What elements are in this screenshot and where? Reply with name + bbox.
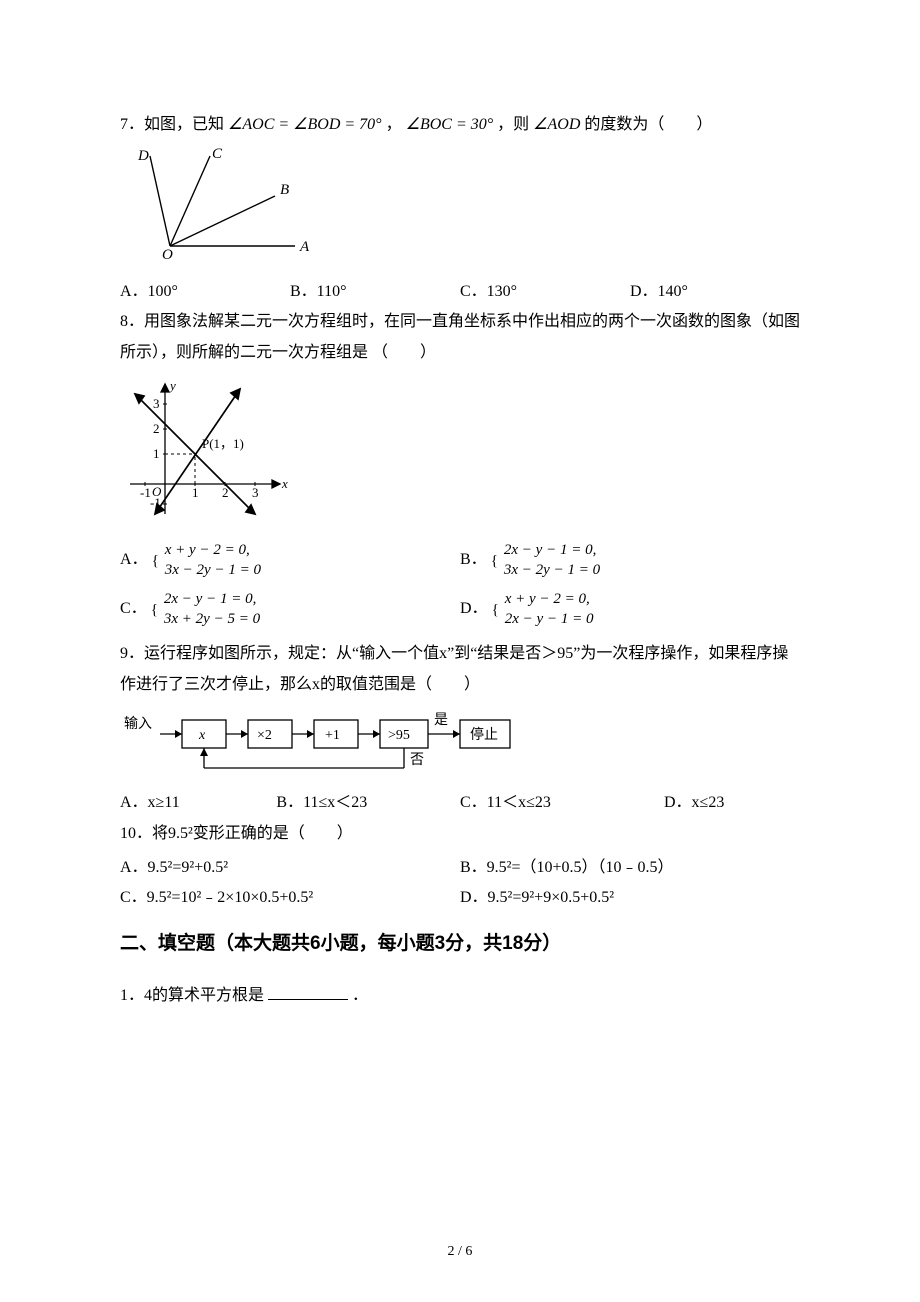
q9-stop: 停止 [470,726,498,743]
q9-opt-a: A．x≥11 [120,788,276,818]
q9-figure: 输入 x ×2 +1 [120,706,800,784]
q8-figure: -1 1 2 3 -1 1 2 3 x y O P(1，1) [120,374,800,535]
q9-yes: 是 [434,713,448,728]
q8-options-row1: A． { x + y − 2 = 0, 3x − 2y − 1 = 0 B． {… [120,541,800,580]
q8-opt-d-e1: x + y − 2 = 0, [505,591,590,607]
q8-opt-a: A． { x + y − 2 = 0, 3x − 2y − 1 = 0 [120,541,460,580]
q8-xtick-3: 3 [252,485,259,500]
q7-origin-label: O [162,247,173,261]
q8-opt-b-e2: 3x − 2y − 1 = 0 [504,562,600,578]
q7-ray-d-label: D [137,148,149,164]
q7-figure: A B C D O [120,146,800,272]
q8-ytick-2: 2 [153,421,160,436]
section2-title: 二、填空题（本大题共6小题，每小题3分，共18分） [120,926,800,962]
q7-ask: ∠AOD [533,116,580,133]
q10-opt-c: C．9.5²=10²﹣2×10×0.5+0.5² [120,883,460,913]
q8-opt-b: B． { 2x − y − 1 = 0, 3x − 2y − 1 = 0 [460,541,800,580]
q7-opt-b: B．110° [290,277,460,307]
q7-eq1: ∠AOC = ∠BOD = 70° [228,116,382,133]
q9-opt-d: D．x≤23 [664,788,800,818]
q7-opt-a: A．100° [120,277,290,307]
q8-opt-a-label: A． [120,552,148,569]
q9-b2: ×2 [257,728,272,743]
q8-point-label: P(1，1) [202,436,244,451]
section2-q1-text: 1．4的算术平方根是 [120,987,264,1004]
q10-stem: 10．将9.5²变形正确的是（ ） [120,819,800,849]
q7-tail2: 的度数为（ ） [584,116,712,133]
q8-opt-d-e2: 2x − y − 1 = 0 [505,611,594,627]
section2-q1-end: ． [352,987,368,1004]
q8-opt-c: C． { 2x − y − 1 = 0, 3x + 2y − 5 = 0 [120,590,460,629]
q8-ytick-3: 3 [153,396,160,411]
q9-input-label: 输入 [124,716,152,732]
q7-ray-a-label: A [299,239,310,255]
q10-opt-d: D．9.5²=9²+9×0.5+0.5² [460,883,800,913]
q7-stem: 7．如图，已知 ∠AOC = ∠BOD = 70° ， ∠BOC = 30° ，… [120,110,800,140]
q8-opt-b-e1: 2x − y − 1 = 0, [504,542,596,558]
q9-b1: x [198,728,206,743]
q8-opt-b-label: B． [460,552,487,569]
q8-opt-a-e1: x + y − 2 = 0, [165,542,250,558]
q7-options: A．100° B．110° C．130° D．140° [120,277,800,307]
q8-opt-c-e2: 3x + 2y − 5 = 0 [164,611,260,627]
q8-stem: 8．用图象法解某二元一次方程组时，在同一直角坐标系中作出相应的两个一次函数的图象… [120,307,800,368]
q8-axis-y: y [168,378,176,393]
q8-opt-c-label: C． [120,601,147,618]
q10-options-row2: C．9.5²=10²﹣2×10×0.5+0.5² D．9.5²=9²+9×0.5… [120,883,800,913]
q10-opt-a: A．9.5²=9²+0.5² [120,853,460,883]
q9-opt-b: B．11≤x＜23 [276,788,460,818]
q9-opt-c: C．11＜x≤23 [460,788,664,818]
q8-opt-d: D． { x + y − 2 = 0, 2x − y − 1 = 0 [460,590,800,629]
section2-q1: 1．4的算术平方根是 ． [120,981,800,1011]
q9-b3: +1 [325,728,340,743]
q7-ray-c-label: C [212,146,223,162]
q7-opt-c: C．130° [460,277,630,307]
q8-axis-x: x [281,476,288,491]
q7-mid: ， [386,116,402,133]
q7-prefix: 7．如图，已知 [120,116,224,133]
q9-no: 否 [410,753,424,768]
q7-eq2: ∠BOC = 30° [406,116,494,133]
q7-opt-d: D．140° [630,277,800,307]
q8-options-row2: C． { 2x − y − 1 = 0, 3x + 2y − 5 = 0 D． … [120,590,800,629]
q7-tail1: ，则 [497,116,529,133]
q8-ytick-1: 1 [153,446,160,461]
q8-origin: O [152,484,162,499]
q9-options: A．x≥11 B．11≤x＜23 C．11＜x≤23 D．x≤23 [120,788,800,818]
q8-xtick-2: 2 [222,485,229,500]
q9-b4: >95 [388,728,410,743]
page-number: 2 / 6 [0,1239,920,1266]
q8-opt-a-e2: 3x − 2y − 1 = 0 [165,562,261,578]
section2-q1-blank [268,983,348,1000]
q8-xtick-1: 1 [192,485,199,500]
q7-ray-b-label: B [280,182,289,198]
q10-options-row1: A．9.5²=9²+0.5² B．9.5²=（10+0.5）（10﹣0.5） [120,853,800,883]
q10-opt-b: B．9.5²=（10+0.5）（10﹣0.5） [460,853,800,883]
q9-stem: 9．运行程序如图所示，规定：从“输入一个值x”到“结果是否＞95”为一次程序操作… [120,639,800,700]
q8-opt-c-e1: 2x − y − 1 = 0, [164,591,256,607]
q8-opt-d-label: D． [460,601,488,618]
